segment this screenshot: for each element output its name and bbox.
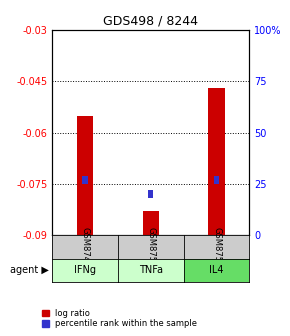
- Legend: log ratio, percentile rank within the sample: log ratio, percentile rank within the sa…: [42, 309, 197, 329]
- Text: GSM8749: GSM8749: [81, 227, 90, 267]
- Bar: [82, 176, 88, 184]
- Text: GSM8759: GSM8759: [212, 227, 221, 267]
- Text: IFNg: IFNg: [74, 265, 96, 276]
- Text: agent ▶: agent ▶: [10, 265, 49, 276]
- Bar: [214, 176, 219, 184]
- Text: IL4: IL4: [209, 265, 224, 276]
- Text: TNFa: TNFa: [139, 265, 163, 276]
- Text: GSM8754: GSM8754: [146, 227, 155, 267]
- Bar: [143, 211, 159, 235]
- Bar: [208, 88, 225, 235]
- Bar: [148, 190, 153, 198]
- Bar: [77, 116, 93, 235]
- Title: GDS498 / 8244: GDS498 / 8244: [103, 15, 198, 28]
